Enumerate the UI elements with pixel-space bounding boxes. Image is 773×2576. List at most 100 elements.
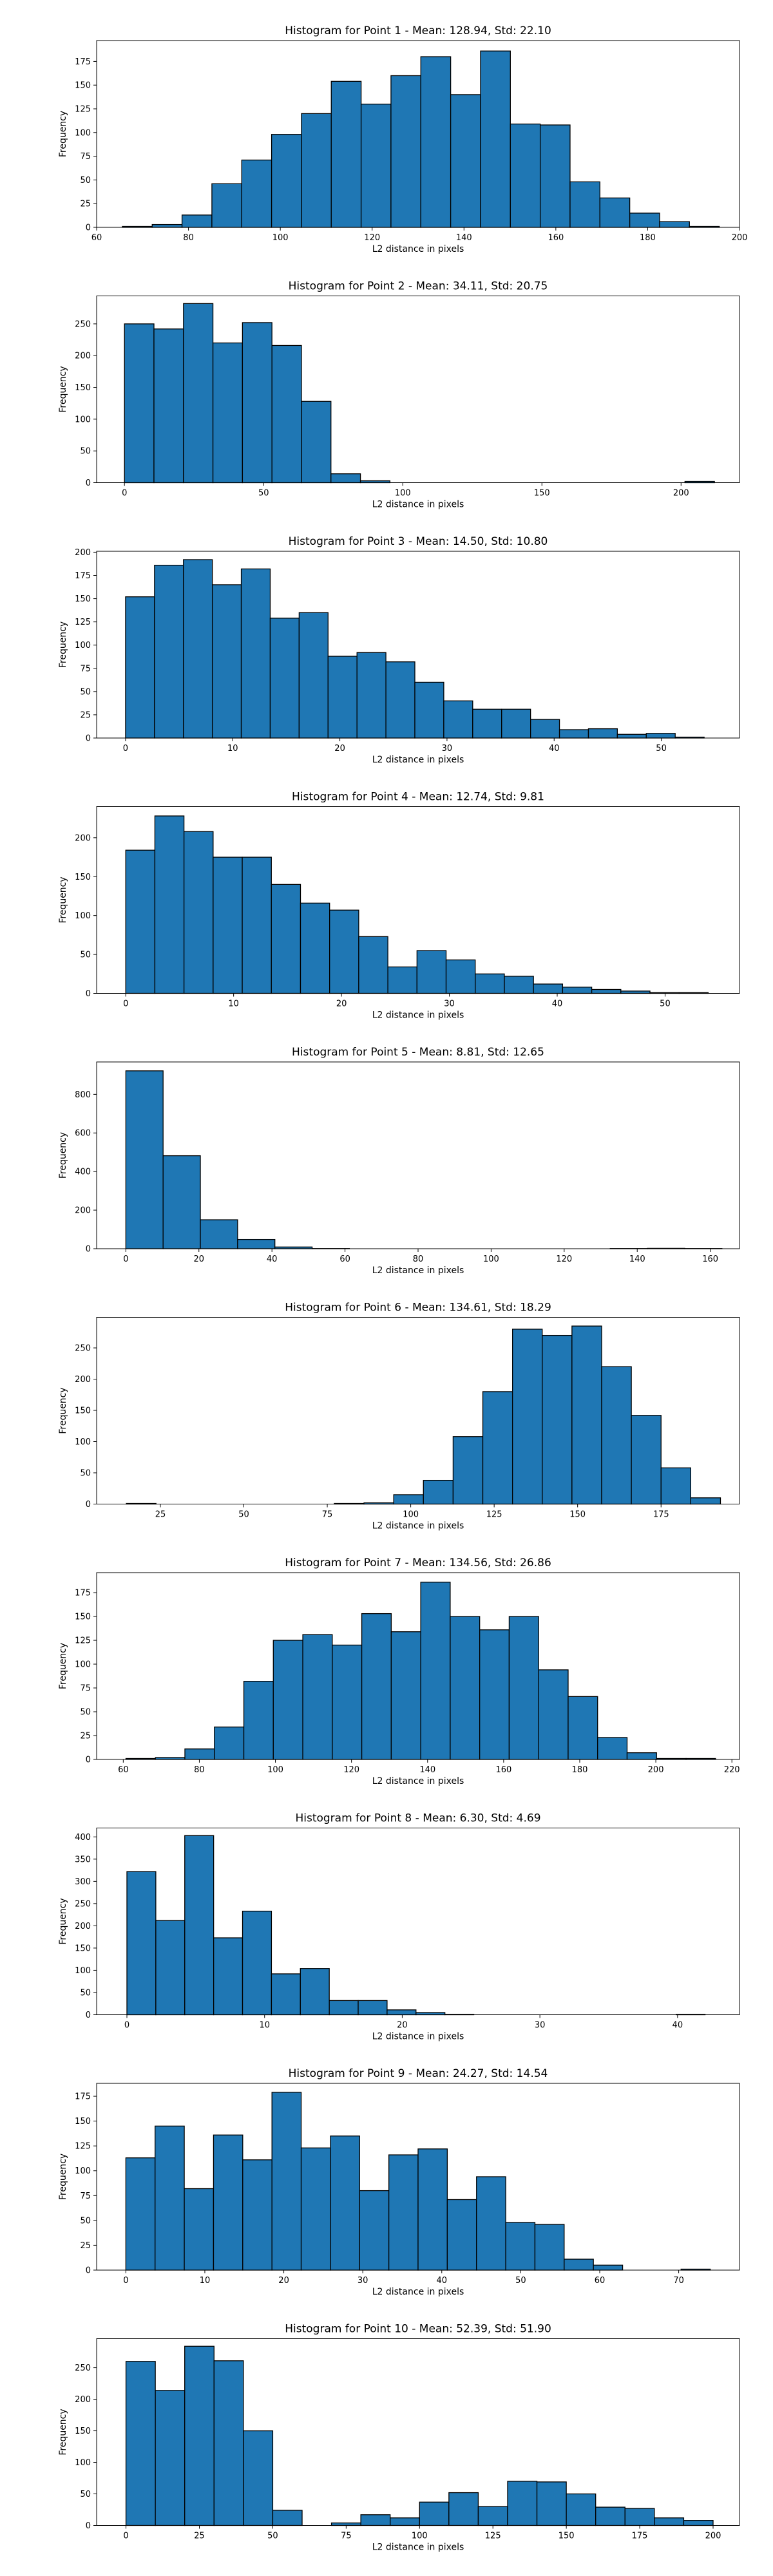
histogram-bar: [154, 564, 184, 739]
y-tick-label: 200: [75, 833, 91, 843]
histogram-bar: [390, 1631, 421, 1760]
histogram-bar: [476, 2176, 506, 2271]
x-axis-label: L2 distance in pixels: [372, 244, 464, 254]
histogram-bar: [125, 2157, 156, 2271]
x-tick-label: 20: [193, 1255, 204, 1264]
histogram-bar: [420, 1582, 451, 1760]
x-tick-label: 20: [278, 2276, 289, 2286]
histogram-bar: [330, 2136, 360, 2271]
histogram-bar: [301, 401, 332, 484]
y-tick-label: 125: [75, 2142, 91, 2152]
chart-title: Histogram for Point 9 - Mean: 24.27, Std…: [289, 2067, 548, 2080]
x-tick-label: 150: [534, 489, 550, 498]
histogram-bar: [126, 1871, 157, 2016]
x-tick-label: 120: [556, 1255, 572, 1264]
x-axis-label: L2 distance in pixels: [372, 1776, 464, 1786]
histogram-bar: [153, 328, 184, 484]
x-tick-label: 40: [267, 1255, 278, 1264]
x-tick-label: 10: [228, 999, 239, 1009]
x-tick-label: 20: [334, 744, 345, 753]
histogram-bar: [450, 94, 481, 228]
y-axis-label: Frequency: [58, 1132, 68, 1179]
histogram-bar: [390, 2517, 420, 2526]
x-tick-label: 0: [122, 489, 127, 498]
y-tick-label: 125: [75, 104, 91, 114]
x-tick-label: 30: [358, 2276, 368, 2286]
x-tick-label: 30: [442, 744, 453, 753]
histogram-bar: [562, 987, 593, 994]
y-tick-label: 0: [86, 1756, 91, 1765]
chart-title: Histogram for Point 4 - Mean: 12.74, Std…: [292, 791, 544, 804]
x-tick-label: 160: [702, 1255, 718, 1264]
x-axis-label: L2 distance in pixels: [372, 1265, 464, 1276]
histogram-bar: [533, 983, 564, 994]
histogram-bar: [301, 113, 332, 228]
x-tick-label: 40: [552, 999, 563, 1009]
histogram-bar: [626, 1752, 657, 1760]
histogram-chart-10: Histogram for Point 10 - Mean: 52.39, St…: [58, 2323, 740, 2553]
histogram-bar: [386, 2009, 417, 2016]
histogram-bar: [452, 1436, 484, 1505]
x-tick-label: 175: [653, 1510, 669, 1520]
x-axis-label: L2 distance in pixels: [372, 755, 464, 765]
y-axis-label: Frequency: [58, 1643, 68, 1689]
histogram-bar: [477, 2506, 508, 2526]
y-tick-label: 250: [75, 1899, 91, 1909]
y-tick-label: 250: [75, 2363, 91, 2373]
y-tick-label: 175: [75, 57, 91, 67]
y-tick-label: 75: [80, 664, 91, 674]
histogram-bar: [237, 1238, 276, 1249]
y-axis-label: Frequency: [58, 1387, 68, 1434]
histogram-bar: [271, 1973, 301, 2016]
y-tick-label: 250: [75, 1344, 91, 1354]
y-tick-label: 0: [86, 478, 91, 488]
histogram-bar: [536, 2481, 567, 2526]
y-tick-label: 100: [75, 1437, 91, 1447]
histogram-bar: [539, 124, 571, 228]
histogram-bar: [472, 708, 502, 739]
x-tick-label: 75: [322, 1510, 333, 1520]
histogram-bar: [390, 75, 421, 228]
y-tick-label: 0: [86, 2011, 91, 2020]
y-tick-label: 100: [75, 1966, 91, 1976]
y-tick-label: 0: [86, 1500, 91, 1510]
x-tick-label: 160: [495, 1765, 511, 1775]
x-tick-label: 200: [705, 2532, 721, 2541]
histogram-bar: [243, 2430, 274, 2526]
y-axis-label: Frequency: [58, 876, 68, 923]
plot-frame: [96, 40, 740, 228]
histogram-bar: [558, 729, 589, 739]
histogram-bar: [358, 936, 388, 994]
y-tick-label: 250: [75, 319, 91, 329]
histogram-bar: [542, 1334, 573, 1505]
x-tick-label: 50: [660, 999, 671, 1009]
histogram-chart-9: Histogram for Point 9 - Mean: 24.27, Std…: [58, 2067, 740, 2297]
histogram-bar: [569, 181, 600, 228]
histogram-bar: [271, 2092, 302, 2271]
histogram-bar: [508, 1616, 539, 1760]
histogram-bar: [616, 734, 647, 739]
y-tick-label: 25: [80, 200, 91, 209]
chart-title: Histogram for Point 1 - Mean: 128.94, St…: [285, 24, 551, 37]
histogram-bar: [155, 2125, 185, 2271]
y-tick-label: 200: [75, 352, 91, 361]
histogram-bar: [184, 2188, 215, 2271]
histogram-bar: [660, 1467, 691, 1505]
histogram-bar: [213, 2134, 243, 2271]
histogram-bar: [595, 2506, 625, 2526]
y-tick-label: 50: [80, 1988, 91, 1998]
histogram-bar: [211, 584, 242, 739]
histogram-bar: [360, 2514, 391, 2526]
histogram-bar: [654, 2517, 685, 2526]
y-tick-label: 400: [75, 1833, 91, 1842]
chart-title: Histogram for Point 7 - Mean: 134.56, St…: [285, 1557, 551, 1569]
histogram-bar: [302, 1634, 333, 1760]
histogram-bar: [125, 849, 156, 994]
plot-frame: [96, 2338, 740, 2526]
plot-frame: [96, 296, 740, 483]
histogram-bar: [511, 1329, 543, 1505]
x-tick-label: 50: [656, 744, 667, 753]
histogram-bar: [155, 2390, 186, 2526]
histogram-bar: [183, 303, 214, 484]
histogram-bar: [211, 183, 242, 228]
